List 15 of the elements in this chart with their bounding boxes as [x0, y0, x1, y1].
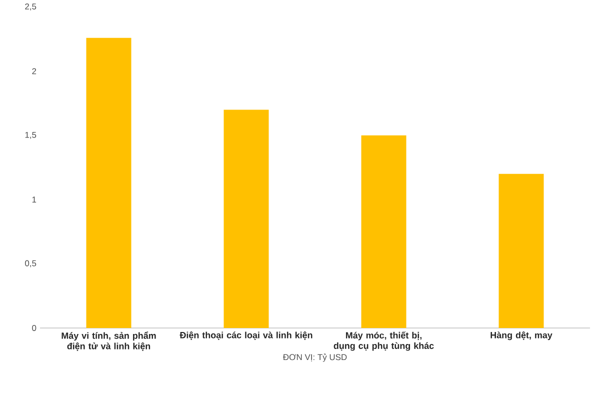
- bar: [86, 38, 132, 328]
- x-tick-label: Điện thoại các loại và linh kiện: [180, 332, 312, 340]
- y-tick-label: 0: [32, 325, 36, 331]
- x-tick-label: Hàng dệt, may: [490, 332, 552, 340]
- y-tick-label: 2,5: [25, 4, 36, 10]
- x-axis-title: ĐƠN VỊ: Tỷ USD: [282, 354, 347, 362]
- y-tick-label: 1: [32, 196, 36, 203]
- y-tick-label: 2: [32, 68, 36, 74]
- x-tick-label: Máy móc, thiết bị, dụng cụ phụ tùng khác: [334, 332, 434, 351]
- y-tick-label: 0,5: [25, 260, 36, 268]
- bar: [361, 135, 406, 328]
- bar: [498, 174, 544, 328]
- y-tick-label: 1,5: [25, 132, 36, 139]
- bar: [224, 110, 269, 328]
- x-tick-label: Máy vi tính, sản phẩm điện tử và linh kiện: [62, 332, 156, 351]
